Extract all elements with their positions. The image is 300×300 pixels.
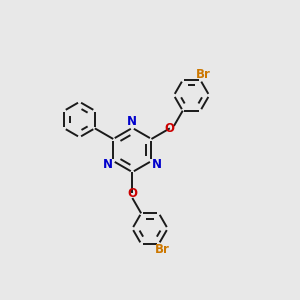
Text: N: N xyxy=(127,115,137,128)
Text: O: O xyxy=(165,122,175,135)
Text: Br: Br xyxy=(196,68,211,81)
Text: N: N xyxy=(152,158,162,171)
Text: Br: Br xyxy=(154,243,169,256)
Text: O: O xyxy=(127,187,137,200)
Text: N: N xyxy=(103,158,112,171)
